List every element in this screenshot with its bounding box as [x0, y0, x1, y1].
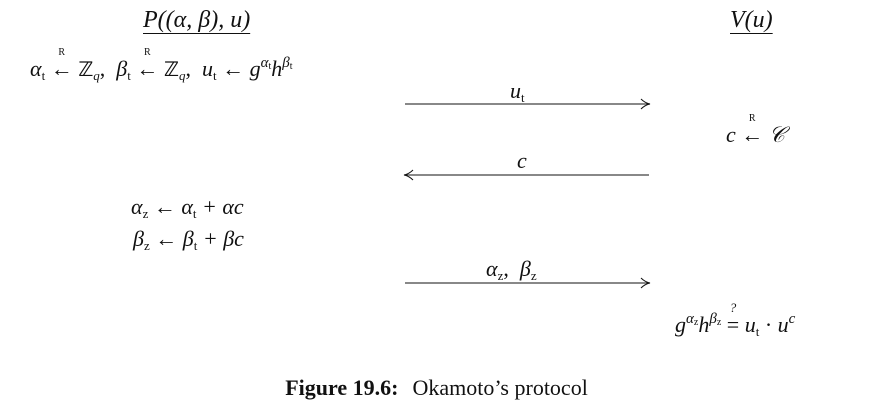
arrow-left-2: [403, 169, 649, 181]
verifier-challenge: c R ← 𝒞: [726, 113, 785, 147]
verifier-title: V(u): [730, 7, 773, 33]
prover-title: P((α, β), u): [143, 7, 251, 33]
message-2-label: c: [517, 148, 527, 173]
verifier-check: gαzhβz ? = ut · uc: [675, 300, 796, 339]
prover-response-beta: βz ← βt + βc: [133, 226, 244, 253]
prover-commit-line: αt R ← ℤq, βt R ← ℤq, ut ← gαthβt: [30, 47, 293, 83]
arrow-right-1: [405, 98, 651, 110]
message-1-label: ut: [510, 78, 525, 105]
prover-response-alpha: αz ← αt + αc: [131, 194, 244, 221]
message-3-label: αz, βz: [486, 256, 537, 283]
figure-caption: Figure 19.6: Okamoto’s protocol: [285, 375, 588, 400]
arrow-right-3: [405, 277, 651, 289]
